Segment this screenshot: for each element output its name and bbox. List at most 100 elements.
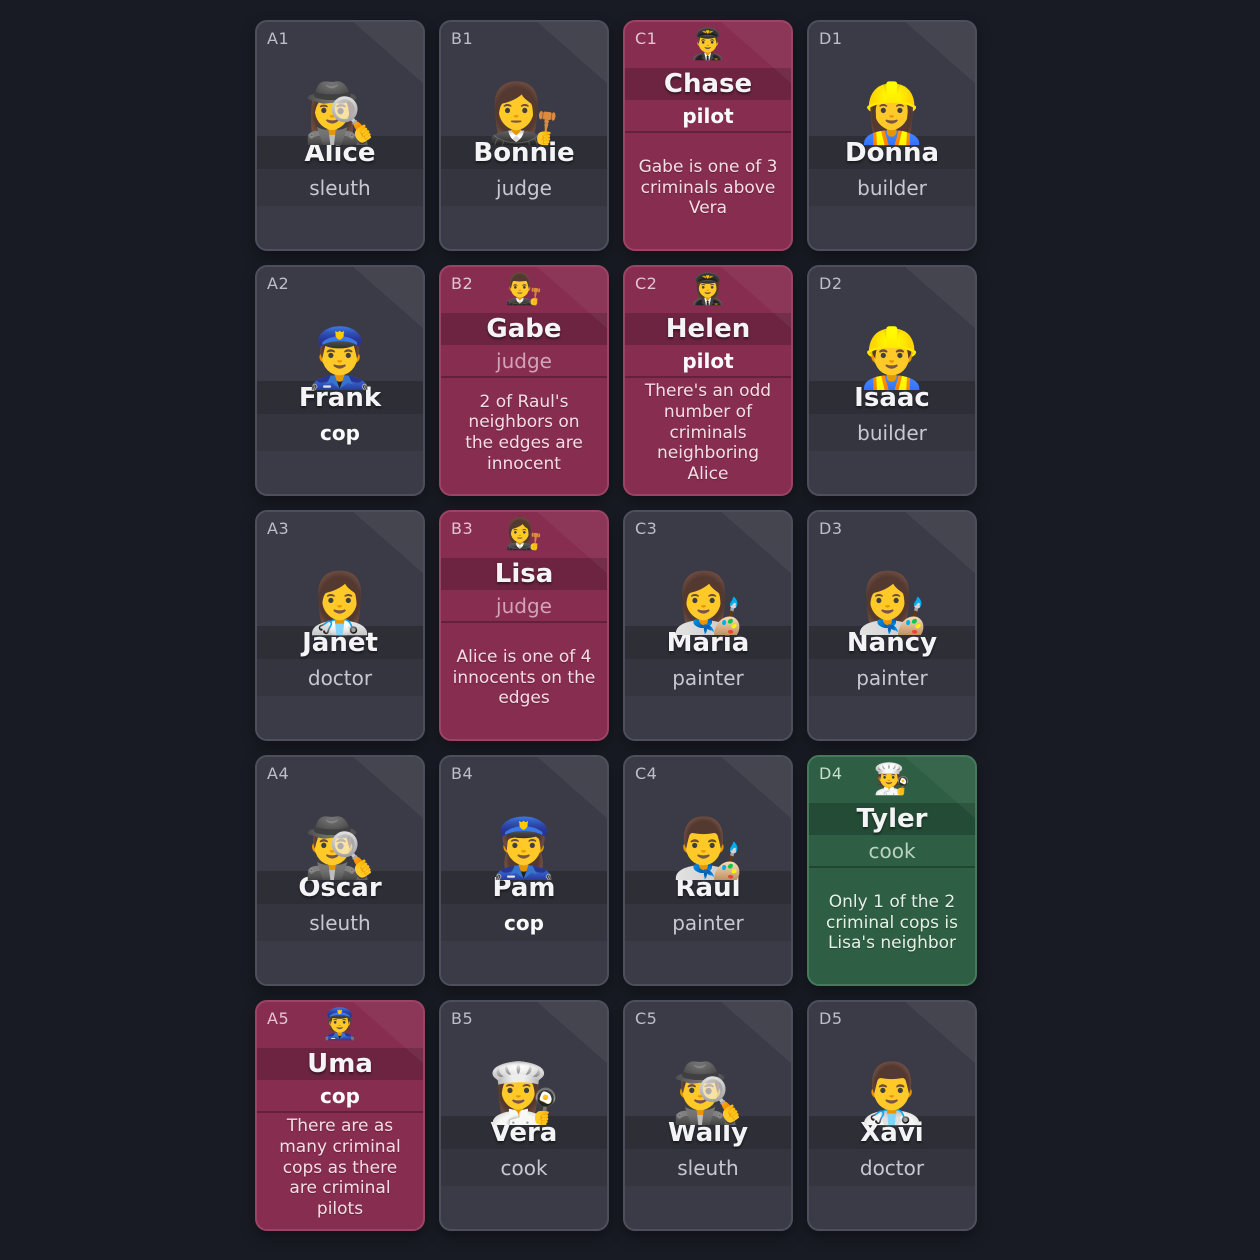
profession-band: sleuth [257,169,423,207]
character-card[interactable]: C1 👨‍✈️ 👨‍✈️ Chase pilot Gabe is one of … [623,20,793,251]
character-card[interactable]: C3 👩‍🎨 👩‍🎨 Maria painter [623,510,793,741]
card-portrait-area: 👨‍⚕️ [809,1002,975,1122]
profession-band: painter [625,659,791,697]
character-name: Xavi [860,1117,924,1148]
character-card[interactable]: A4 🕵️‍♂️ 🕵️‍♂️ Oscar sleuth [255,755,425,986]
character-card[interactable]: A2 👮‍♂️ 👮‍♂️ Frank cop [255,265,425,496]
character-card[interactable]: D5 👨‍⚕️ 👨‍⚕️ Xavi doctor [807,1000,977,1231]
character-card[interactable]: B5 👩‍🍳 👩‍🍳 Vera cook [439,1000,609,1231]
man-construction-worker-emoji: 👷‍♂️ [855,324,929,392]
character-name: Isaac [854,382,930,413]
name-band: Vera [441,1116,607,1149]
character-card[interactable]: C2 👩‍✈️ 👩‍✈️ Helen pilot There's an odd … [623,265,793,496]
character-name: Janet [302,627,378,658]
man-health-worker-emoji: 👨‍⚕️ [855,1059,929,1127]
name-band: Nancy [809,626,975,659]
character-card[interactable]: D3 👩‍🎨 👩‍🎨 Nancy painter [807,510,977,741]
cell-label: B2 [451,274,474,293]
cell-label: D2 [819,274,843,293]
character-card[interactable]: A5 👮 👮 Uma cop There are as many crimina… [255,1000,425,1231]
name-band: Oscar [257,871,423,904]
cell-label: A1 [267,29,290,48]
man-police-officer-emoji: 👮‍♂️ [303,324,377,392]
character-profession: cook [500,1155,548,1180]
character-card[interactable]: B2 👨‍⚖️ 👨‍⚖️ Gabe judge 2 of Raul's neig… [439,265,609,496]
character-name: Vera [490,1117,558,1148]
card-top-row: 👨‍✈️ [625,22,791,68]
character-card[interactable]: B3 👩‍⚖️ 👩‍⚖️ Lisa judge Alice is one of … [439,510,609,741]
character-profession: judge [496,175,552,200]
character-card[interactable]: C5 🕵️‍♂️ 🕵️‍♂️ Wally sleuth [623,1000,793,1231]
clue-area: There's an odd number of criminals neigh… [625,378,791,494]
character-profession: doctor [859,1155,925,1180]
character-card[interactable]: C4 👨‍🎨 👨‍🎨 Raul painter [623,755,793,986]
police-officer-emoji: 👮 [321,1007,359,1042]
profession-band: builder [809,169,975,207]
character-name: Alice [304,137,376,168]
character-profession: pilot [682,103,734,128]
cell-label: C1 [635,29,658,48]
woman-artist-emoji: 👩‍🎨 [855,569,929,637]
clue-area: Gabe is one of 3 criminals above Vera [625,133,791,249]
character-card[interactable]: D1 👷‍♀️ 👷‍♀️ Donna builder [807,20,977,251]
clue-text: There are as many criminal cops as there… [279,1116,401,1220]
card-divider [257,1111,423,1113]
character-profession: painter [672,665,744,690]
card-portrait-area: 👮‍♀️ [441,757,607,877]
card-top-row: 👩‍✈️ [625,267,791,313]
card-portrait-area: 👩‍⚖️ [441,22,607,142]
character-profession: judge [496,348,552,373]
name-band: Donna [809,136,975,169]
profession-band: doctor [257,659,423,697]
character-card[interactable]: D4 🧑‍🍳 🧑‍🍳 Tyler cook Only 1 of the 2 cr… [807,755,977,986]
character-card[interactable]: A3 👩‍⚕️ 👩‍⚕️ Janet doctor [255,510,425,741]
character-name: Chase [663,69,753,99]
card-portrait-area: 👷‍♀️ [809,22,975,142]
card-portrait-area: 👩‍🎨 [809,512,975,632]
card-divider [441,621,607,623]
character-name: Gabe [486,314,562,344]
name-band: Gabe [441,313,607,345]
profession-band: judge [441,169,607,207]
character-name: Uma [307,1049,373,1079]
cook-emoji: 🧑‍🍳 [873,762,911,797]
name-band: Xavi [809,1116,975,1149]
clue-area: There are as many criminal cops as there… [257,1113,423,1229]
clue-area: Only 1 of the 2 criminal cops is Lisa's … [809,868,975,984]
card-portrait-area: 🕵️‍♂️ [625,1002,791,1122]
cell-label: D5 [819,1009,843,1028]
character-name: Nancy [846,627,938,658]
card-top-row: 👩‍⚖️ [441,512,607,558]
profession-band: builder [809,414,975,452]
cell-label: D1 [819,29,843,48]
profession-band: cop [257,414,423,452]
cell-label: B5 [451,1009,474,1028]
woman-police-officer-emoji: 👮‍♀️ [487,814,561,882]
profession-band: cook [809,835,975,866]
character-profession: cop [504,910,544,935]
name-band: Chase [625,68,791,100]
card-divider [625,376,791,378]
cell-label: B4 [451,764,474,783]
character-profession: painter [856,665,928,690]
cell-label: B1 [451,29,474,48]
card-portrait-area: 🕵️‍♂️ [257,757,423,877]
character-card[interactable]: B4 👮‍♀️ 👮‍♀️ Pam cop [439,755,609,986]
name-band: Frank [257,381,423,414]
character-profession: sleuth [677,1155,739,1180]
man-detective-emoji: 🕵️‍♂️ [303,814,377,882]
card-top-row: 👨‍⚖️ [441,267,607,313]
character-name: Helen [665,314,751,344]
cell-label: A2 [267,274,290,293]
character-profession: sleuth [309,175,371,200]
character-card[interactable]: D2 👷‍♂️ 👷‍♂️ Isaac builder [807,265,977,496]
character-card[interactable]: A1 🕵️‍♀️ 🕵️‍♀️ Alice sleuth [255,20,425,251]
character-profession: cop [320,1083,360,1108]
cell-label: C3 [635,519,658,538]
name-band: Helen [625,313,791,345]
clue-text: Alice is one of 4 innocents on the edges [452,646,596,709]
clue-text: There's an odd number of criminals neigh… [644,381,772,485]
character-profession: painter [672,910,744,935]
character-card[interactable]: B1 👩‍⚖️ 👩‍⚖️ Bonnie judge [439,20,609,251]
woman-cook-emoji: 👩‍🍳 [487,1059,561,1127]
